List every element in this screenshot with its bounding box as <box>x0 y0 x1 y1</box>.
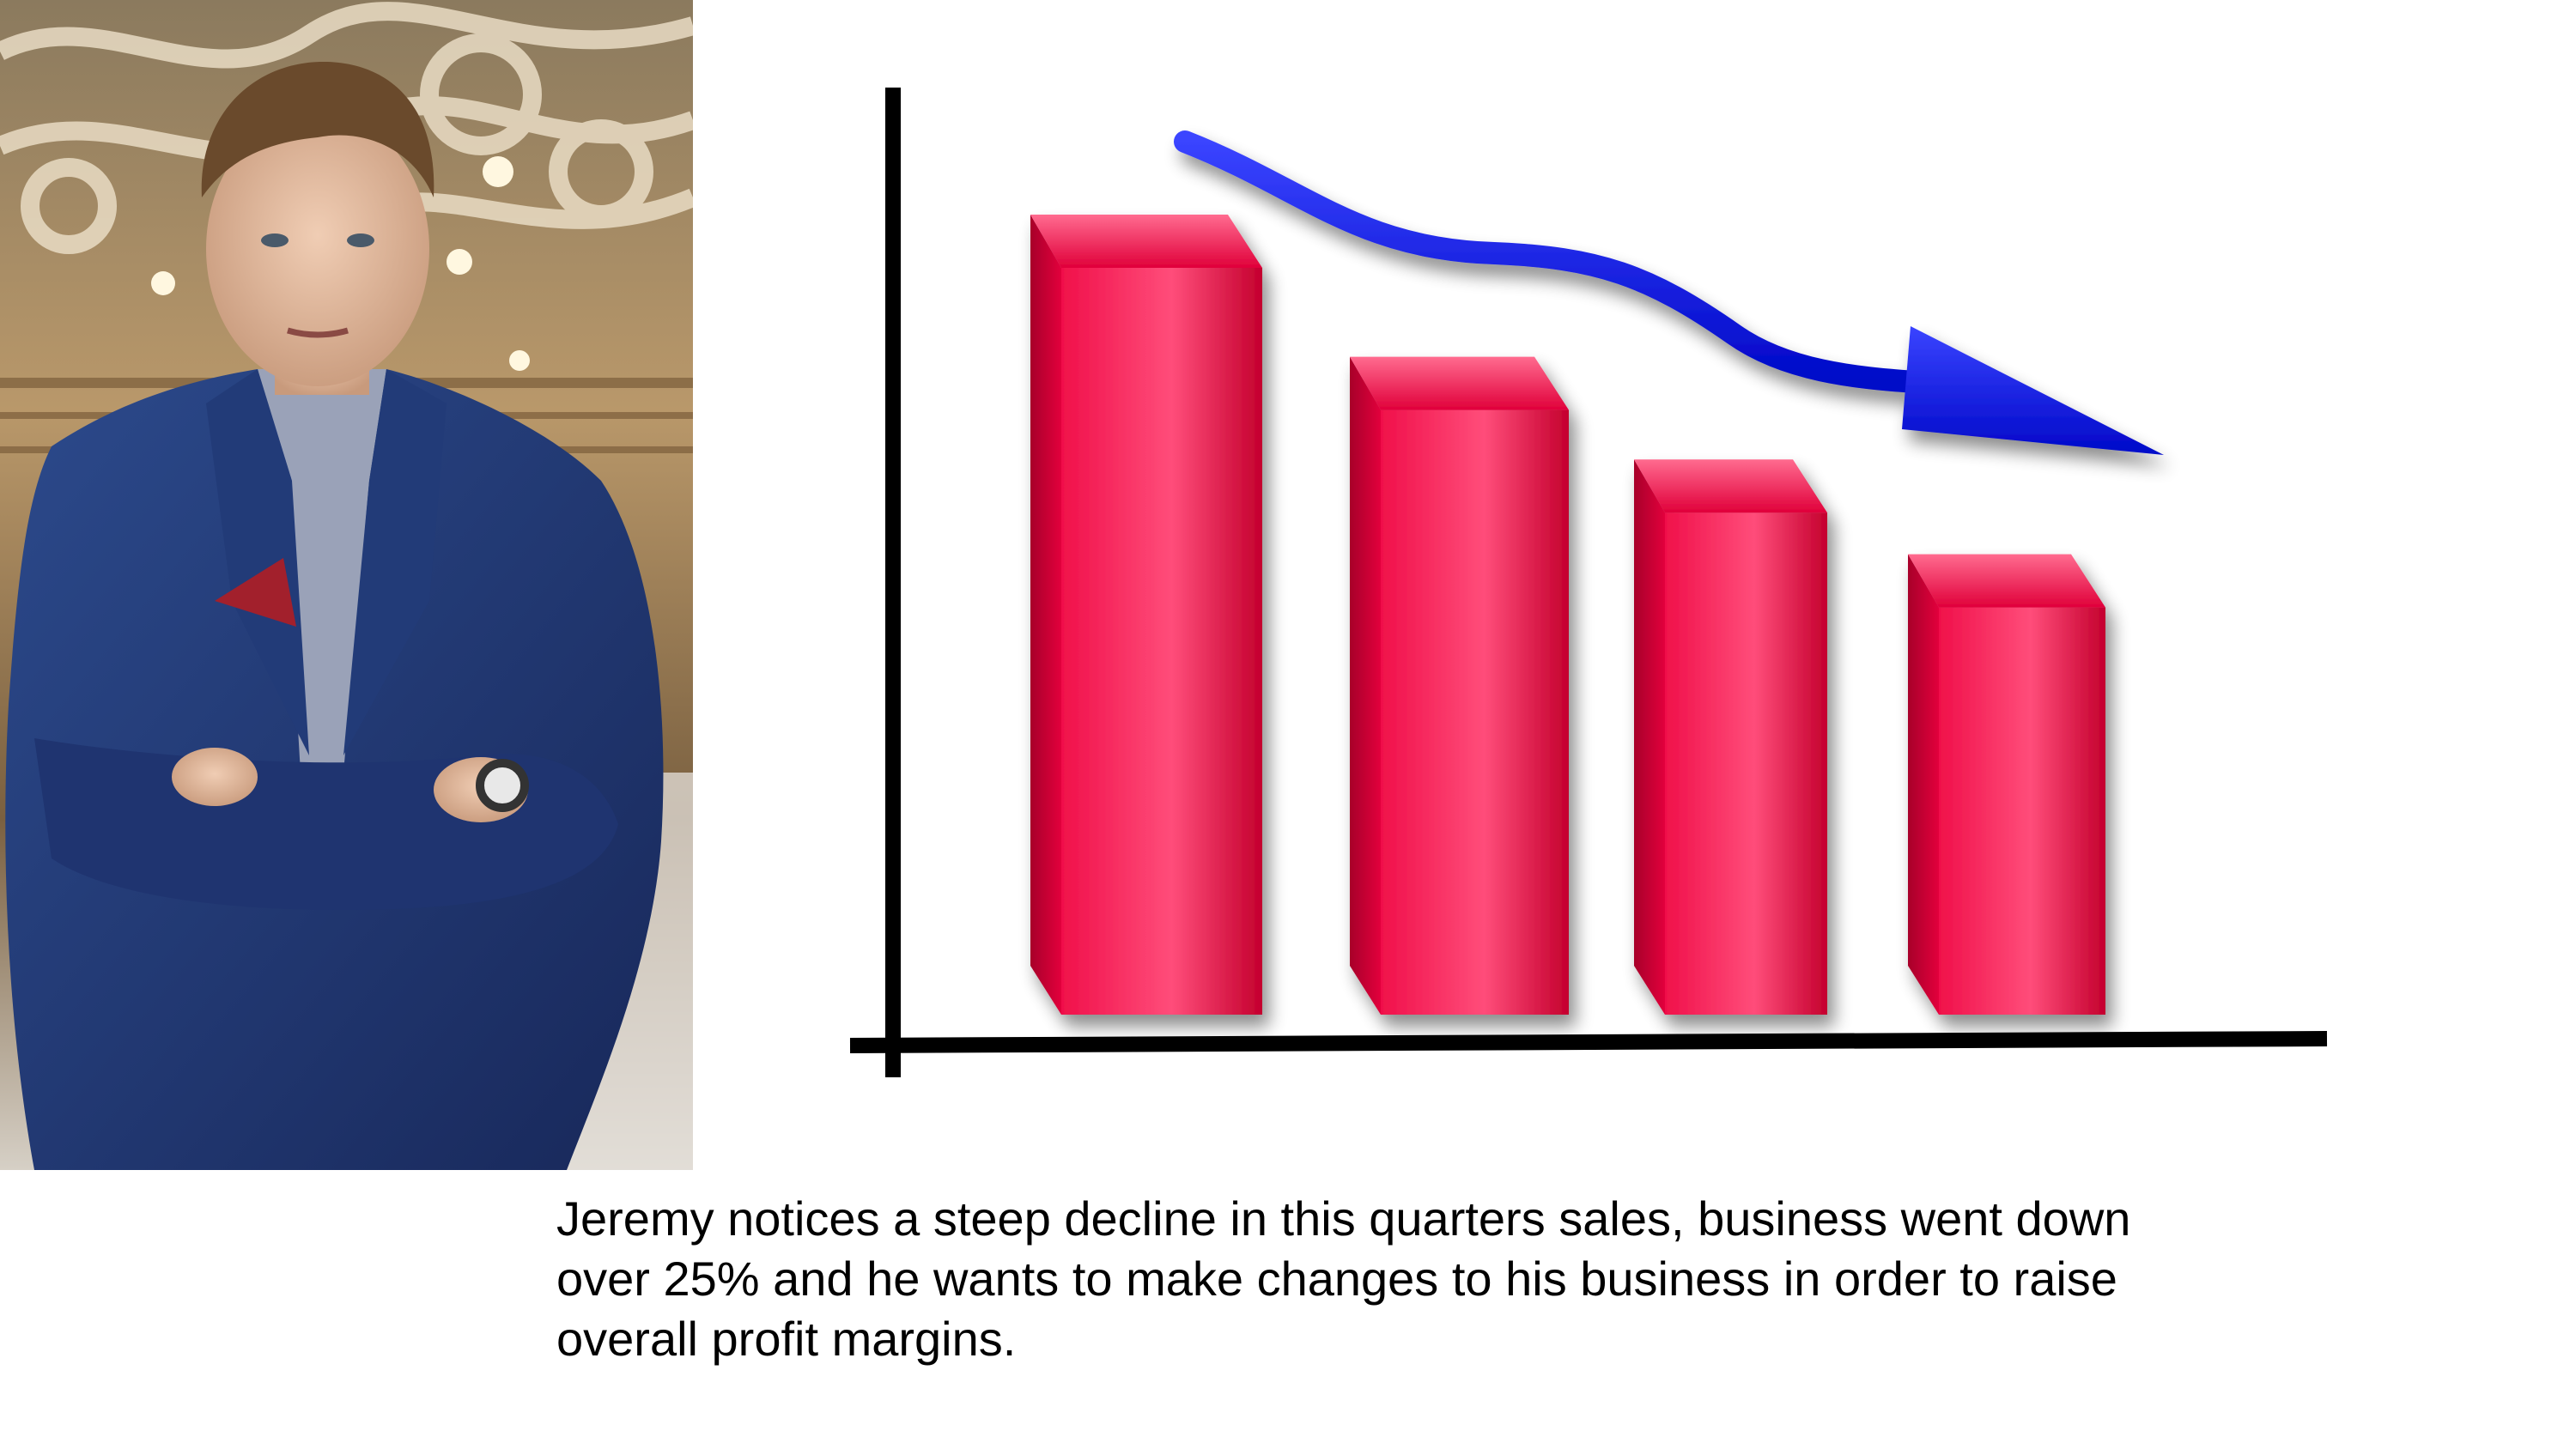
bar-side-face <box>1908 554 1939 1015</box>
bar-front-face <box>1939 607 2105 1015</box>
bar-top-face <box>1634 459 1827 513</box>
bar-front-face <box>1665 512 1827 1015</box>
mouth <box>287 327 349 338</box>
bar-side-face <box>1350 356 1381 1016</box>
bar-side-face <box>1030 215 1061 1015</box>
caption-line: overall profit margins. <box>556 1312 1017 1366</box>
crossed-arms <box>34 738 618 910</box>
caption-text: Jeremy notices a steep decline in this q… <box>556 1189 2274 1369</box>
bar <box>1030 215 1262 1015</box>
bar-side-face <box>1634 459 1665 1015</box>
shirt <box>258 369 386 773</box>
eye <box>347 233 374 247</box>
caption-line: Jeremy notices a steep decline in this q… <box>556 1191 2131 1246</box>
hair <box>201 61 434 197</box>
x-axis <box>849 1031 2328 1053</box>
lapel-left <box>206 369 309 755</box>
declining-sales-chart <box>849 88 2328 1077</box>
bar-top-face <box>1908 554 2105 608</box>
eye <box>261 233 289 247</box>
bar-top-face <box>1350 356 1569 410</box>
face <box>206 112 429 386</box>
man-photo <box>0 0 693 1170</box>
lapel-right <box>343 369 447 755</box>
bar <box>1350 356 1569 1016</box>
bar-top-face <box>1030 215 1262 268</box>
bars-group <box>1030 215 2105 1016</box>
trend-arrow-icon <box>1174 130 2164 455</box>
bar-front-face <box>1061 268 1262 1015</box>
pocket-square <box>215 558 296 627</box>
bar-front-face <box>1381 409 1569 1016</box>
hand <box>172 748 258 806</box>
bar <box>1634 459 1827 1015</box>
bar <box>1908 554 2105 1015</box>
ceiling-lamps <box>151 156 530 371</box>
caption-line: over 25% and he wants to make changes to… <box>556 1252 2117 1306</box>
watch-icon <box>476 759 529 812</box>
